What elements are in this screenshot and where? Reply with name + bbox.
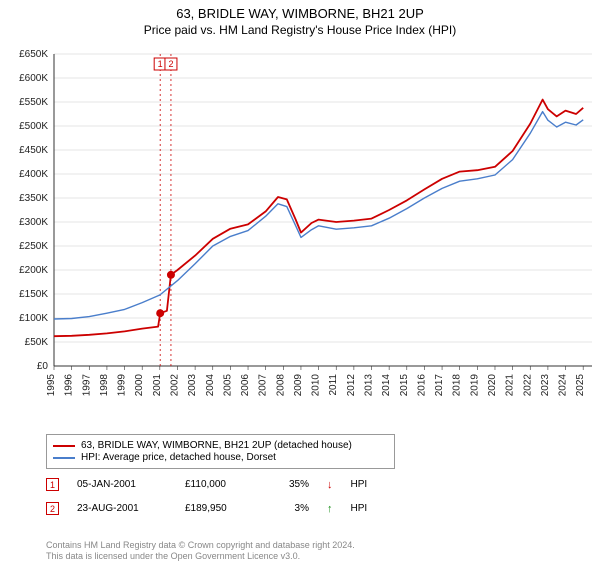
svg-text:£650K: £650K (19, 49, 48, 60)
legend-swatch-hpi (53, 457, 75, 459)
svg-text:2004: 2004 (205, 374, 216, 397)
svg-text:2008: 2008 (275, 374, 286, 397)
txn-pct-2: 3% (283, 503, 309, 514)
transaction-row-2: 2 23-AUG-2001 £189,950 3% ↑ HPI (46, 502, 391, 515)
svg-text:£200K: £200K (19, 265, 48, 276)
legend: 63, BRIDLE WAY, WIMBORNE, BH21 2UP (deta… (46, 434, 395, 469)
legend-label-property: 63, BRIDLE WAY, WIMBORNE, BH21 2UP (deta… (81, 440, 352, 451)
svg-text:£500K: £500K (19, 121, 48, 132)
svg-text:2022: 2022 (522, 374, 533, 397)
txn-pct-1: 35% (283, 479, 309, 490)
svg-text:2016: 2016 (416, 374, 427, 397)
svg-text:£300K: £300K (19, 217, 48, 228)
svg-text:2019: 2019 (469, 374, 480, 397)
txn-price-2: £189,950 (185, 503, 265, 514)
footer-line-1: Contains HM Land Registry data © Crown c… (46, 540, 355, 551)
down-arrow-icon: ↓ (327, 479, 333, 491)
svg-text:2021: 2021 (505, 374, 516, 397)
svg-text:2025: 2025 (575, 374, 586, 397)
svg-text:2023: 2023 (540, 374, 551, 397)
svg-text:2018: 2018 (452, 374, 463, 397)
svg-text:£550K: £550K (19, 97, 48, 108)
txn-marker-1: 1 (46, 478, 59, 491)
svg-text:2020: 2020 (487, 374, 498, 397)
svg-text:2010: 2010 (311, 374, 322, 397)
legend-row-hpi: HPI: Average price, detached house, Dors… (53, 452, 388, 463)
svg-text:£400K: £400K (19, 169, 48, 180)
svg-text:1996: 1996 (64, 374, 75, 397)
svg-text:2003: 2003 (187, 374, 198, 397)
chart-subtitle: Price paid vs. HM Land Registry's House … (0, 23, 600, 37)
svg-text:£150K: £150K (19, 289, 48, 300)
svg-text:2007: 2007 (258, 374, 269, 397)
chart-title: 63, BRIDLE WAY, WIMBORNE, BH21 2UP (0, 6, 600, 21)
svg-text:2002: 2002 (169, 374, 180, 397)
svg-text:£50K: £50K (25, 337, 49, 348)
svg-text:2017: 2017 (434, 374, 445, 397)
txn-price-1: £110,000 (185, 479, 265, 490)
svg-text:2009: 2009 (293, 374, 304, 397)
up-arrow-icon: ↑ (327, 503, 333, 515)
txn-date-2: 23-AUG-2001 (77, 503, 167, 514)
svg-text:£250K: £250K (19, 241, 48, 252)
svg-text:2024: 2024 (558, 374, 569, 397)
txn-hpi-1: HPI (351, 479, 391, 490)
svg-text:£450K: £450K (19, 145, 48, 156)
svg-text:2013: 2013 (364, 374, 375, 397)
chart-svg: £0 £50K £100K £150K £200K £250K £300K £350K £400… (0, 46, 600, 426)
svg-text:1997: 1997 (81, 374, 92, 397)
svg-text:1999: 1999 (117, 374, 128, 397)
svg-text:1: 1 (158, 59, 163, 69)
svg-text:2006: 2006 (240, 374, 251, 397)
svg-text:1998: 1998 (99, 374, 110, 397)
chart-container: 63, BRIDLE WAY, WIMBORNE, BH21 2UP Price… (0, 6, 600, 566)
svg-text:2005: 2005 (222, 374, 233, 397)
svg-text:£350K: £350K (19, 193, 48, 204)
svg-text:1995: 1995 (46, 374, 57, 397)
svg-text:2: 2 (168, 59, 173, 69)
footer-line-2: This data is licensed under the Open Gov… (46, 551, 355, 562)
svg-text:£100K: £100K (19, 313, 48, 324)
txn-hpi-2: HPI (351, 503, 391, 514)
svg-text:2001: 2001 (152, 374, 163, 397)
svg-text:2012: 2012 (346, 374, 357, 397)
svg-text:2014: 2014 (381, 374, 392, 397)
svg-text:2011: 2011 (328, 374, 339, 396)
txn-date-1: 05-JAN-2001 (77, 479, 167, 490)
chart-area: £0 £50K £100K £150K £200K £250K £300K £350K £400… (0, 46, 600, 426)
txn-marker-2: 2 (46, 502, 59, 515)
legend-swatch-property (53, 445, 75, 447)
transaction-row-1: 1 05-JAN-2001 £110,000 35% ↓ HPI (46, 478, 391, 491)
svg-text:£0: £0 (37, 361, 49, 372)
legend-label-hpi: HPI: Average price, detached house, Dors… (81, 452, 276, 463)
legend-row-property: 63, BRIDLE WAY, WIMBORNE, BH21 2UP (deta… (53, 440, 388, 451)
svg-text:£600K: £600K (19, 73, 48, 84)
svg-text:2000: 2000 (134, 374, 145, 397)
svg-text:2015: 2015 (399, 374, 410, 397)
footer: Contains HM Land Registry data © Crown c… (46, 540, 355, 563)
